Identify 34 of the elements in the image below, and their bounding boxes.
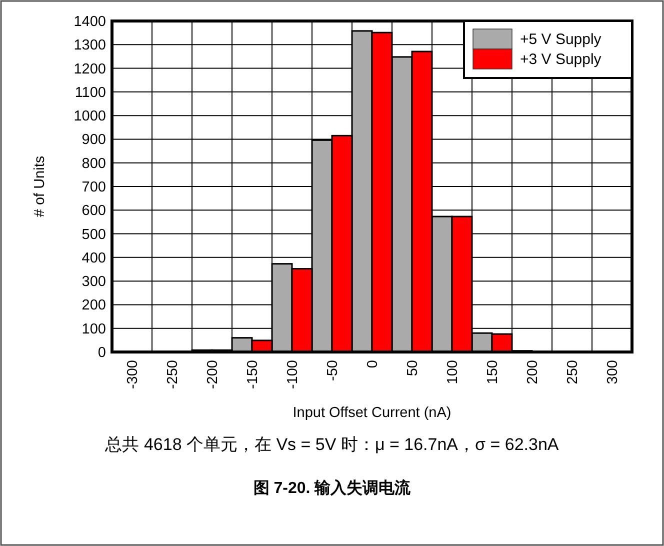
y-tick-label: 1200 xyxy=(74,61,106,78)
x-tick-label: -200 xyxy=(205,360,221,390)
x-tick-label: 0 xyxy=(365,360,381,368)
y-tick-label: 100 xyxy=(82,321,106,338)
x-axis-title: Input Offset Current (nA) xyxy=(292,405,452,421)
x-tick-label: -50 xyxy=(325,360,341,381)
y-tick-label: 700 xyxy=(82,180,106,196)
x-tick-label: 200 xyxy=(525,360,541,384)
x-tick-label: -250 xyxy=(165,360,181,390)
y-tick-label: 1100 xyxy=(74,84,106,101)
x-tick-label: -150 xyxy=(245,360,261,390)
text: 总共 4618 个单元，在 Vs = 5V 时：μ = 16.7nA，σ = 62.3nA xyxy=(104,435,560,454)
x-tick-label: -100 xyxy=(285,360,301,390)
x-tick-label: 250 xyxy=(565,360,581,384)
y-tick-label: 1000 xyxy=(74,108,106,125)
y-tick-label: 900 xyxy=(82,132,106,148)
y-tick-label: 1300 xyxy=(74,38,106,54)
y-tick-label: 300 xyxy=(82,274,106,290)
y-tick-label: 200 xyxy=(82,298,106,314)
y-tick-label: 1400 xyxy=(74,14,106,30)
y-axis-title: # of Units xyxy=(32,156,48,218)
y-tick-label: 500 xyxy=(82,226,106,243)
legend-label: +5 V Supply xyxy=(520,31,602,48)
x-tick-label: -300 xyxy=(125,360,141,390)
legend-label: +3 V Supply xyxy=(520,51,602,68)
x-tick-label: 50 xyxy=(405,360,421,376)
y-tick-label: 0 xyxy=(98,345,106,361)
y-tick-label: 400 xyxy=(82,250,106,266)
x-tick-label: 100 xyxy=(445,360,461,384)
x-tick-label: 300 xyxy=(605,360,621,384)
y-tick-label: 800 xyxy=(82,156,106,172)
y-tick-label: 600 xyxy=(82,203,106,220)
x-tick-label: 150 xyxy=(485,360,501,384)
caption: 图 7-20. 输入失调电流 xyxy=(253,478,412,497)
